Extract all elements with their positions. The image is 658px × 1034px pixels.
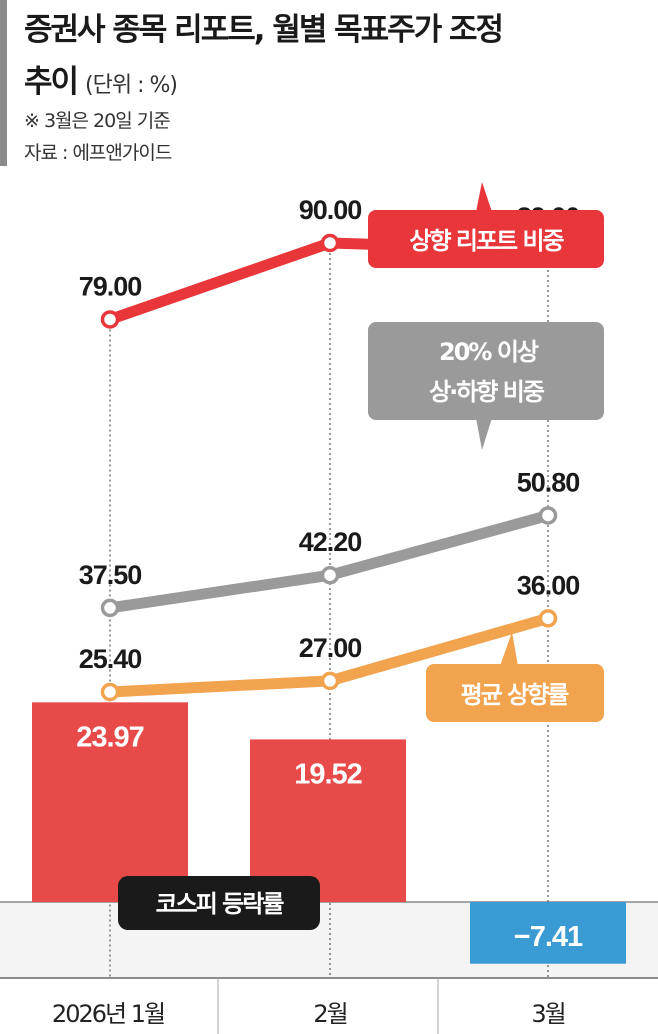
series-point [320, 565, 340, 585]
series-point [100, 598, 120, 618]
x-tick-label: 2월 [313, 1000, 346, 1028]
callout-orange-text: 평균 상향률 [461, 681, 570, 709]
chart-note: ※ 3월은 20일 기준 [24, 110, 171, 132]
series-point [538, 506, 558, 525]
callout-gray-text-2: 상·하향 비중 [429, 378, 545, 406]
x-tick-label: 3월 [531, 1000, 564, 1028]
series-point [320, 671, 340, 691]
series-point [538, 609, 558, 628]
chart-header: 증권사 종목 리포트, 월별 목표주가 조정 추이 (단위 : %) ※ 3월은 … [0, 0, 658, 170]
callout-gray-text-1: 20% 이상 [439, 338, 539, 366]
chart-title-line-2: 추이 (단위 : %) [24, 56, 178, 101]
bar [250, 739, 406, 902]
chart-source: 자료 : 에프앤가이드 [24, 142, 172, 164]
series-point [100, 682, 120, 702]
point-value-label: 50.80 [517, 467, 580, 497]
point-value-label: 27.00 [299, 633, 362, 663]
bar [470, 902, 626, 964]
title-accent-bar [0, 0, 7, 166]
bar [32, 702, 188, 902]
bar-value-label: −7.41 [514, 921, 583, 953]
series-point [320, 233, 340, 253]
bar-value-label: 23.97 [76, 721, 144, 753]
callout-bar-text: 코스피 등락률 [156, 890, 285, 918]
point-value-label: 90.00 [299, 195, 362, 225]
callout-bar: 코스피 등락률 [118, 876, 320, 930]
bar-value-label: 19.52 [294, 758, 362, 790]
point-value-label: 79.00 [79, 271, 142, 301]
point-value-label: 42.20 [299, 527, 362, 557]
point-value-label: 37.50 [79, 560, 142, 590]
callout-red-text: 상향 리포트 비중 [409, 227, 564, 255]
callout-gray: 20% 이상 상·하향 비중 [368, 322, 604, 450]
point-value-label: 25.40 [79, 644, 142, 674]
chart-title-line-1: 증권사 종목 리포트, 월별 목표주가 조정 [24, 12, 504, 48]
callout-red: 상향 리포트 비중 [368, 182, 604, 268]
callout-orange: 평균 상향률 [426, 632, 604, 722]
series-point [100, 310, 120, 329]
chart-title-line-2-text: 추이 [24, 64, 79, 100]
unit-label: (단위 : %) [85, 73, 178, 98]
point-value-label: 36.00 [517, 570, 580, 600]
x-tick-label: 2026년 1월 [52, 1000, 164, 1028]
